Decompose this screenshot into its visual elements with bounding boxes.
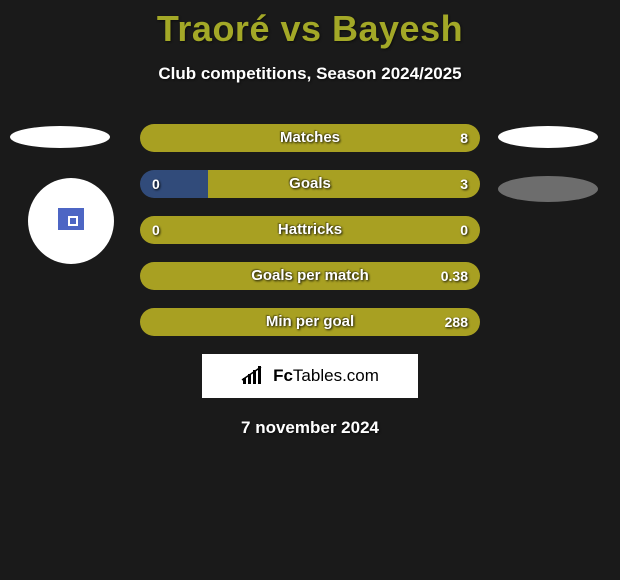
page-title: Traoré vs Bayesh xyxy=(0,8,620,50)
stat-label: Goals per match xyxy=(140,262,480,290)
brand-text: FcTables.com xyxy=(273,366,379,386)
stat-row: Hattricks0 0 xyxy=(140,216,480,244)
player-left-avatar xyxy=(10,126,110,148)
stat-row: Goals per match0.38 xyxy=(140,262,480,290)
brand-logo[interactable]: FcTables.com xyxy=(202,354,418,398)
stat-label: Hattricks xyxy=(140,216,480,244)
stat-label: Min per goal xyxy=(140,308,480,336)
stat-row: Min per goal288 xyxy=(140,308,480,336)
subtitle: Club competitions, Season 2024/2025 xyxy=(0,64,620,84)
brand-light: Tables.com xyxy=(293,366,379,385)
stat-value-right: 8 xyxy=(460,124,468,152)
stat-value-right: 3 xyxy=(460,170,468,198)
stat-value-left: 0 xyxy=(152,170,160,198)
stat-value-right: 0.38 xyxy=(441,262,468,290)
player-right-avatar xyxy=(498,126,598,148)
stat-value-right: 0 xyxy=(460,216,468,244)
stat-label: Goals xyxy=(140,170,480,198)
stat-row: Goals0 3 xyxy=(140,170,480,198)
comparison-bars: Matches8Goals03Hattricks00Goals per matc… xyxy=(140,124,480,336)
stat-row: Matches8 xyxy=(140,124,480,152)
stat-value-right: 288 xyxy=(445,308,468,336)
date-label: 7 november 2024 xyxy=(0,418,620,438)
brand-bold: Fc xyxy=(273,366,293,385)
stat-value-left: 0 xyxy=(152,216,160,244)
comparison-card: Traoré vs Bayesh Club competitions, Seas… xyxy=(0,0,620,438)
player-right-club-placeholder xyxy=(498,176,598,202)
club-badge-inner xyxy=(56,206,86,232)
stat-label: Matches xyxy=(140,124,480,152)
bars-chart-icon xyxy=(241,366,267,386)
